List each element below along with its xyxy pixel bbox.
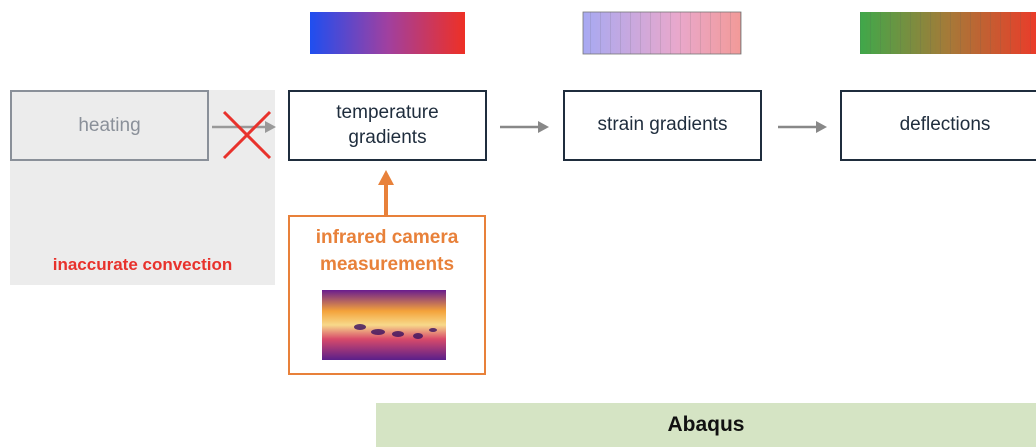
infrared-image: [322, 290, 446, 360]
decorations: [0, 0, 1036, 447]
page: heating inaccurate convection temperatur…: [0, 0, 1036, 447]
arrowhead: [265, 121, 276, 133]
strain-stripes: [583, 12, 741, 54]
arrowhead: [378, 170, 394, 185]
temperature-colorbar: [310, 12, 465, 54]
deflection-stripes: [860, 12, 1036, 54]
arrowhead: [538, 121, 549, 133]
arrowhead: [816, 121, 827, 133]
